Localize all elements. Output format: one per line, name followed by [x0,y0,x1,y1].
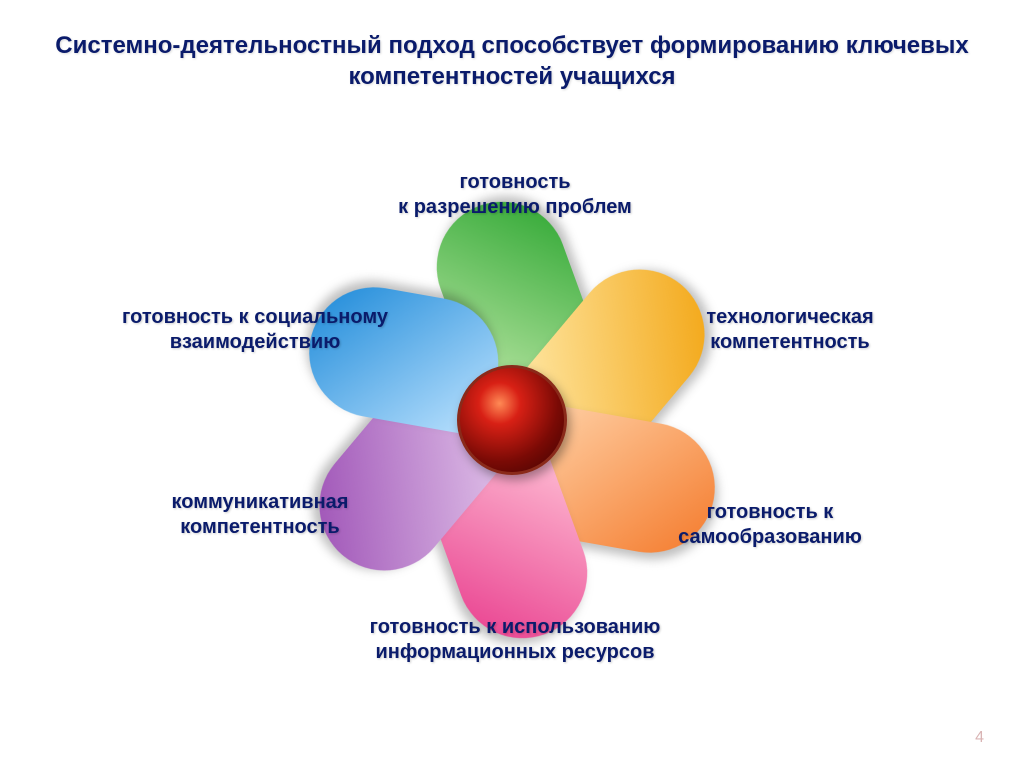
petal-label-5: готовность к социальному взаимодействию [75,305,435,355]
page-title: Системно-деятельностный подход способств… [0,30,1024,92]
flower-center [457,365,567,475]
petal-label-3: готовность к использованию информационны… [270,615,760,665]
petal-label-4: коммуникативная компетентность [110,490,410,540]
page-number: 4 [975,729,984,747]
petal-label-1: технологическая компетентность [640,305,940,355]
petal-label-2: готовность к самообразованию [620,500,920,550]
petal-label-0: готовность к разрешению проблем [305,170,725,220]
